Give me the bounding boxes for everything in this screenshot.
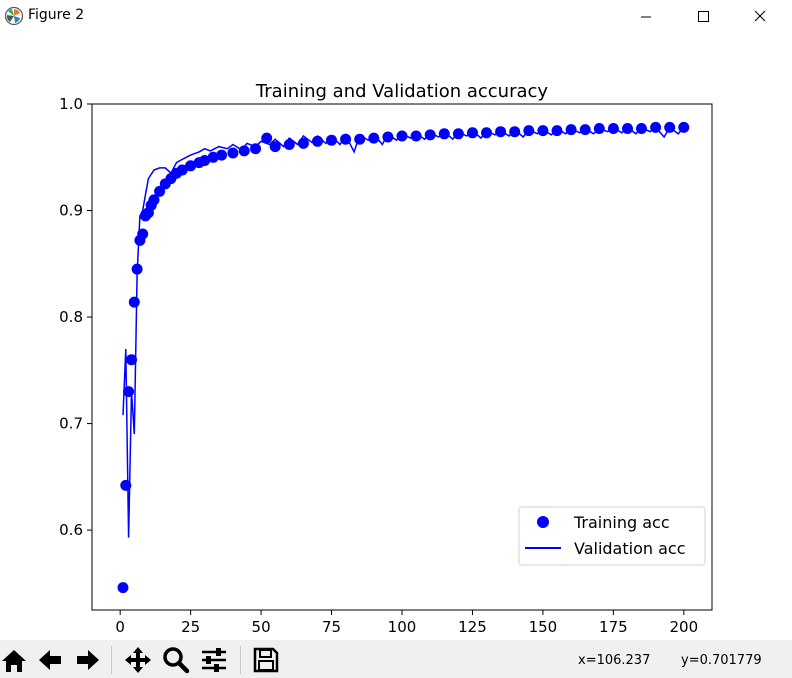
toolbar-separator <box>240 646 241 674</box>
training-acc-point <box>207 151 219 163</box>
forward-arrow-icon <box>77 650 99 670</box>
matplotlib-logo-icon <box>4 6 24 26</box>
training-acc-point <box>297 137 309 149</box>
training-acc-point <box>636 123 647 134</box>
training-acc-point <box>126 354 137 366</box>
training-acc-point <box>154 185 166 197</box>
training-acc-point <box>137 228 149 240</box>
x-tick-label: 100 <box>388 618 417 636</box>
training-acc-point <box>117 582 129 594</box>
training-acc-point <box>452 128 464 140</box>
training-acc-point <box>185 160 197 172</box>
training-acc-point <box>120 479 132 491</box>
toolbar-separator <box>111 646 112 674</box>
training-acc-point <box>250 143 261 155</box>
legend-training-label: Training acc <box>573 513 670 532</box>
training-acc-point <box>269 141 281 153</box>
pan-button[interactable] <box>124 646 152 674</box>
y-tick-label: 0.7 <box>59 415 83 433</box>
training-acc-point <box>565 124 577 136</box>
legend-validation-label: Validation acc <box>574 539 686 558</box>
training-acc-point <box>227 147 239 159</box>
x-coordinate-readout: x=106.237 <box>578 653 651 668</box>
training-acc-point <box>176 164 188 176</box>
training-acc-point <box>495 126 507 138</box>
y-coordinate-readout: y=0.701779 <box>681 653 762 668</box>
x-tick-label: 150 <box>529 618 558 636</box>
forward-button[interactable] <box>74 646 102 674</box>
back-button[interactable] <box>36 646 64 674</box>
save-button[interactable] <box>252 646 280 674</box>
training-acc-point <box>326 134 337 146</box>
training-acc-point <box>664 121 676 133</box>
validation-acc-line <box>122 126 685 538</box>
training-acc-point <box>396 130 408 142</box>
training-acc-point <box>678 121 690 133</box>
training-acc-point <box>607 123 619 134</box>
x-tick-label: 175 <box>599 618 628 636</box>
zoom-button[interactable] <box>162 646 190 674</box>
training-acc-point <box>509 126 521 138</box>
zoom-icon <box>163 647 190 674</box>
x-tick-label: 75 <box>322 618 341 636</box>
training-acc-point <box>523 125 535 137</box>
figure-canvas[interactable]: Training and Validation accuracy 0 25 50 75… <box>0 34 792 640</box>
training-acc-point <box>593 123 605 134</box>
training-acc-point <box>283 139 295 150</box>
training-acc-point <box>312 135 323 147</box>
x-tick-label: 200 <box>669 618 698 636</box>
y-tick-label: 1.0 <box>59 95 83 113</box>
configure-subplots-button[interactable] <box>200 646 228 674</box>
training-acc-point <box>131 263 143 275</box>
training-acc-point <box>123 386 135 398</box>
legend-training-marker <box>537 516 549 528</box>
minimize-icon <box>641 16 651 18</box>
y-tick-label: 0.6 <box>59 521 83 539</box>
training-acc-point <box>579 124 591 136</box>
training-acc-point <box>467 127 478 139</box>
minimize-button[interactable] <box>623 0 669 34</box>
chart-title: Training and Validation accuracy <box>255 81 548 102</box>
x-tick-label: 25 <box>181 618 200 636</box>
x-tick-label: 0 <box>115 618 125 636</box>
training-acc-point <box>424 129 436 141</box>
pan-icon <box>125 647 151 673</box>
save-icon <box>253 647 279 673</box>
accuracy-chart: Training and Validation accuracy 0 25 50 75… <box>59 81 713 636</box>
window-title: Figure 2 <box>28 7 85 23</box>
x-tick-label: 50 <box>252 618 271 636</box>
maximize-icon <box>698 11 709 22</box>
training-acc-point <box>410 130 422 142</box>
y-tick-label: 0.8 <box>59 308 83 326</box>
y-tick-label: 0.9 <box>59 202 83 220</box>
training-acc-point <box>354 133 366 145</box>
training-acc-point <box>382 131 394 143</box>
x-tick-label: 125 <box>458 618 487 636</box>
training-acc-point <box>438 128 450 140</box>
training-acc-point <box>481 127 492 139</box>
training-acc-point <box>216 149 228 161</box>
maximize-button[interactable] <box>680 0 726 34</box>
training-acc-point <box>650 121 662 133</box>
training-acc-point <box>368 132 380 144</box>
close-button[interactable] <box>737 0 783 34</box>
configure-subplots-icon <box>202 648 226 672</box>
chart-legend: Training acc Validation acc <box>518 506 706 566</box>
training-acc-point <box>551 125 563 137</box>
navigation-toolbar: x=106.237 y=0.701779 <box>0 640 792 678</box>
training-acc-point <box>340 133 352 145</box>
training-acc-point <box>199 155 211 166</box>
training-acc-point <box>622 123 633 134</box>
training-acc-point <box>261 132 273 144</box>
training-acc-point <box>238 145 250 157</box>
home-icon <box>2 650 26 672</box>
training-acc-point <box>148 194 160 206</box>
window-titlebar: Figure 2 <box>0 0 792 34</box>
legend-box <box>518 506 706 566</box>
close-icon <box>754 10 766 22</box>
training-acc-point <box>537 125 549 137</box>
home-button[interactable] <box>0 646 28 674</box>
training-acc-point <box>128 296 140 308</box>
back-arrow-icon <box>39 650 61 670</box>
